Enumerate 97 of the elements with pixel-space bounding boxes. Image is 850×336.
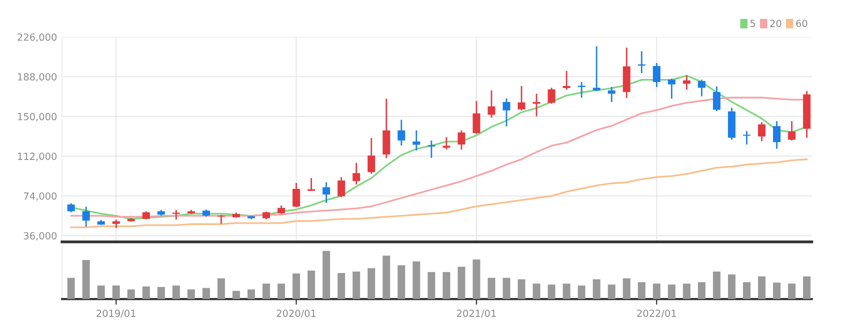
bar [758,276,766,300]
bar [67,278,75,300]
candlestick [532,93,540,118]
bar [428,272,436,300]
bar [698,282,706,300]
bar [668,284,676,300]
bar [157,286,165,300]
candlestick [548,87,556,104]
candlestick [682,74,690,90]
bar [352,272,360,300]
candlestick [368,137,376,175]
bar [562,284,570,300]
bar [442,272,450,300]
bar [592,279,600,300]
candlestick [217,214,225,225]
bar [728,274,736,300]
bar [742,282,750,300]
bar [97,286,105,300]
bar [112,286,120,300]
x-tick-label: 2021/01 [456,310,496,318]
candlestick [322,181,330,204]
bar [187,289,195,300]
candlestick [82,206,90,228]
bar [578,286,586,300]
y-tick-label: 150,000 [18,112,57,122]
bar [412,261,420,300]
bar [308,270,316,300]
candlestick [308,177,316,192]
x-tick-label: 2020/01 [276,310,316,318]
bar [202,288,210,300]
candlestick [412,130,420,152]
candlestick [788,120,796,142]
candlestick [518,85,526,112]
bar [322,250,330,300]
bar [247,289,255,300]
bar [382,256,390,300]
bar [532,284,540,300]
line-series [70,158,808,228]
bar [472,260,480,300]
candlestick [292,182,300,208]
y-tick-label: 226,000 [18,33,57,42]
y-tick-label: 74,000 [24,192,57,201]
candlestick [668,78,676,100]
candlestick [773,120,781,150]
legend-label: 5 [750,20,756,28]
bar [338,273,346,300]
candlestick [608,86,616,103]
candlestick [428,140,436,159]
bar [398,265,406,300]
bar [803,276,811,300]
candlestick [488,90,496,118]
candlestick [592,46,600,92]
candlestick [578,81,586,98]
bar [773,282,781,300]
x-tick-label: 2019/01 [96,310,136,318]
candlestick [698,78,706,98]
candlestick [172,209,180,220]
candlestick [472,100,480,134]
candlestick [712,86,720,112]
bar [217,278,225,300]
bar [278,284,286,300]
candlestick [758,121,766,142]
bar [488,278,496,300]
bar [652,284,660,300]
bar [82,260,90,300]
legend-label: 20 [770,20,782,28]
x-tick-label: 2022/01 [637,310,676,318]
candlestick [458,130,466,150]
candlestick [742,130,750,146]
bar [142,286,150,300]
bar [172,286,180,300]
bar [292,273,300,300]
bar [127,289,135,300]
bar [262,284,270,300]
bar [608,284,616,300]
candlestick [398,119,406,146]
candlestick [562,70,570,90]
y-tick-label: 36,000 [24,232,57,240]
candlestick [502,98,510,128]
bar [622,278,630,300]
candlestick [652,62,660,88]
candlestick [352,162,360,186]
candlestick [442,136,450,150]
bar [712,272,720,300]
bar [788,284,796,300]
bar [368,268,376,300]
y-tick-label: 112,000 [18,152,57,161]
y-tick-label: 188,000 [18,73,57,82]
bar [548,284,556,300]
bar [458,266,466,300]
candlestick [338,176,346,198]
bar [232,290,240,300]
bar [638,282,646,300]
bar [502,278,510,300]
bar [518,279,526,300]
legend-label: 60 [796,20,808,28]
bar [682,284,690,300]
